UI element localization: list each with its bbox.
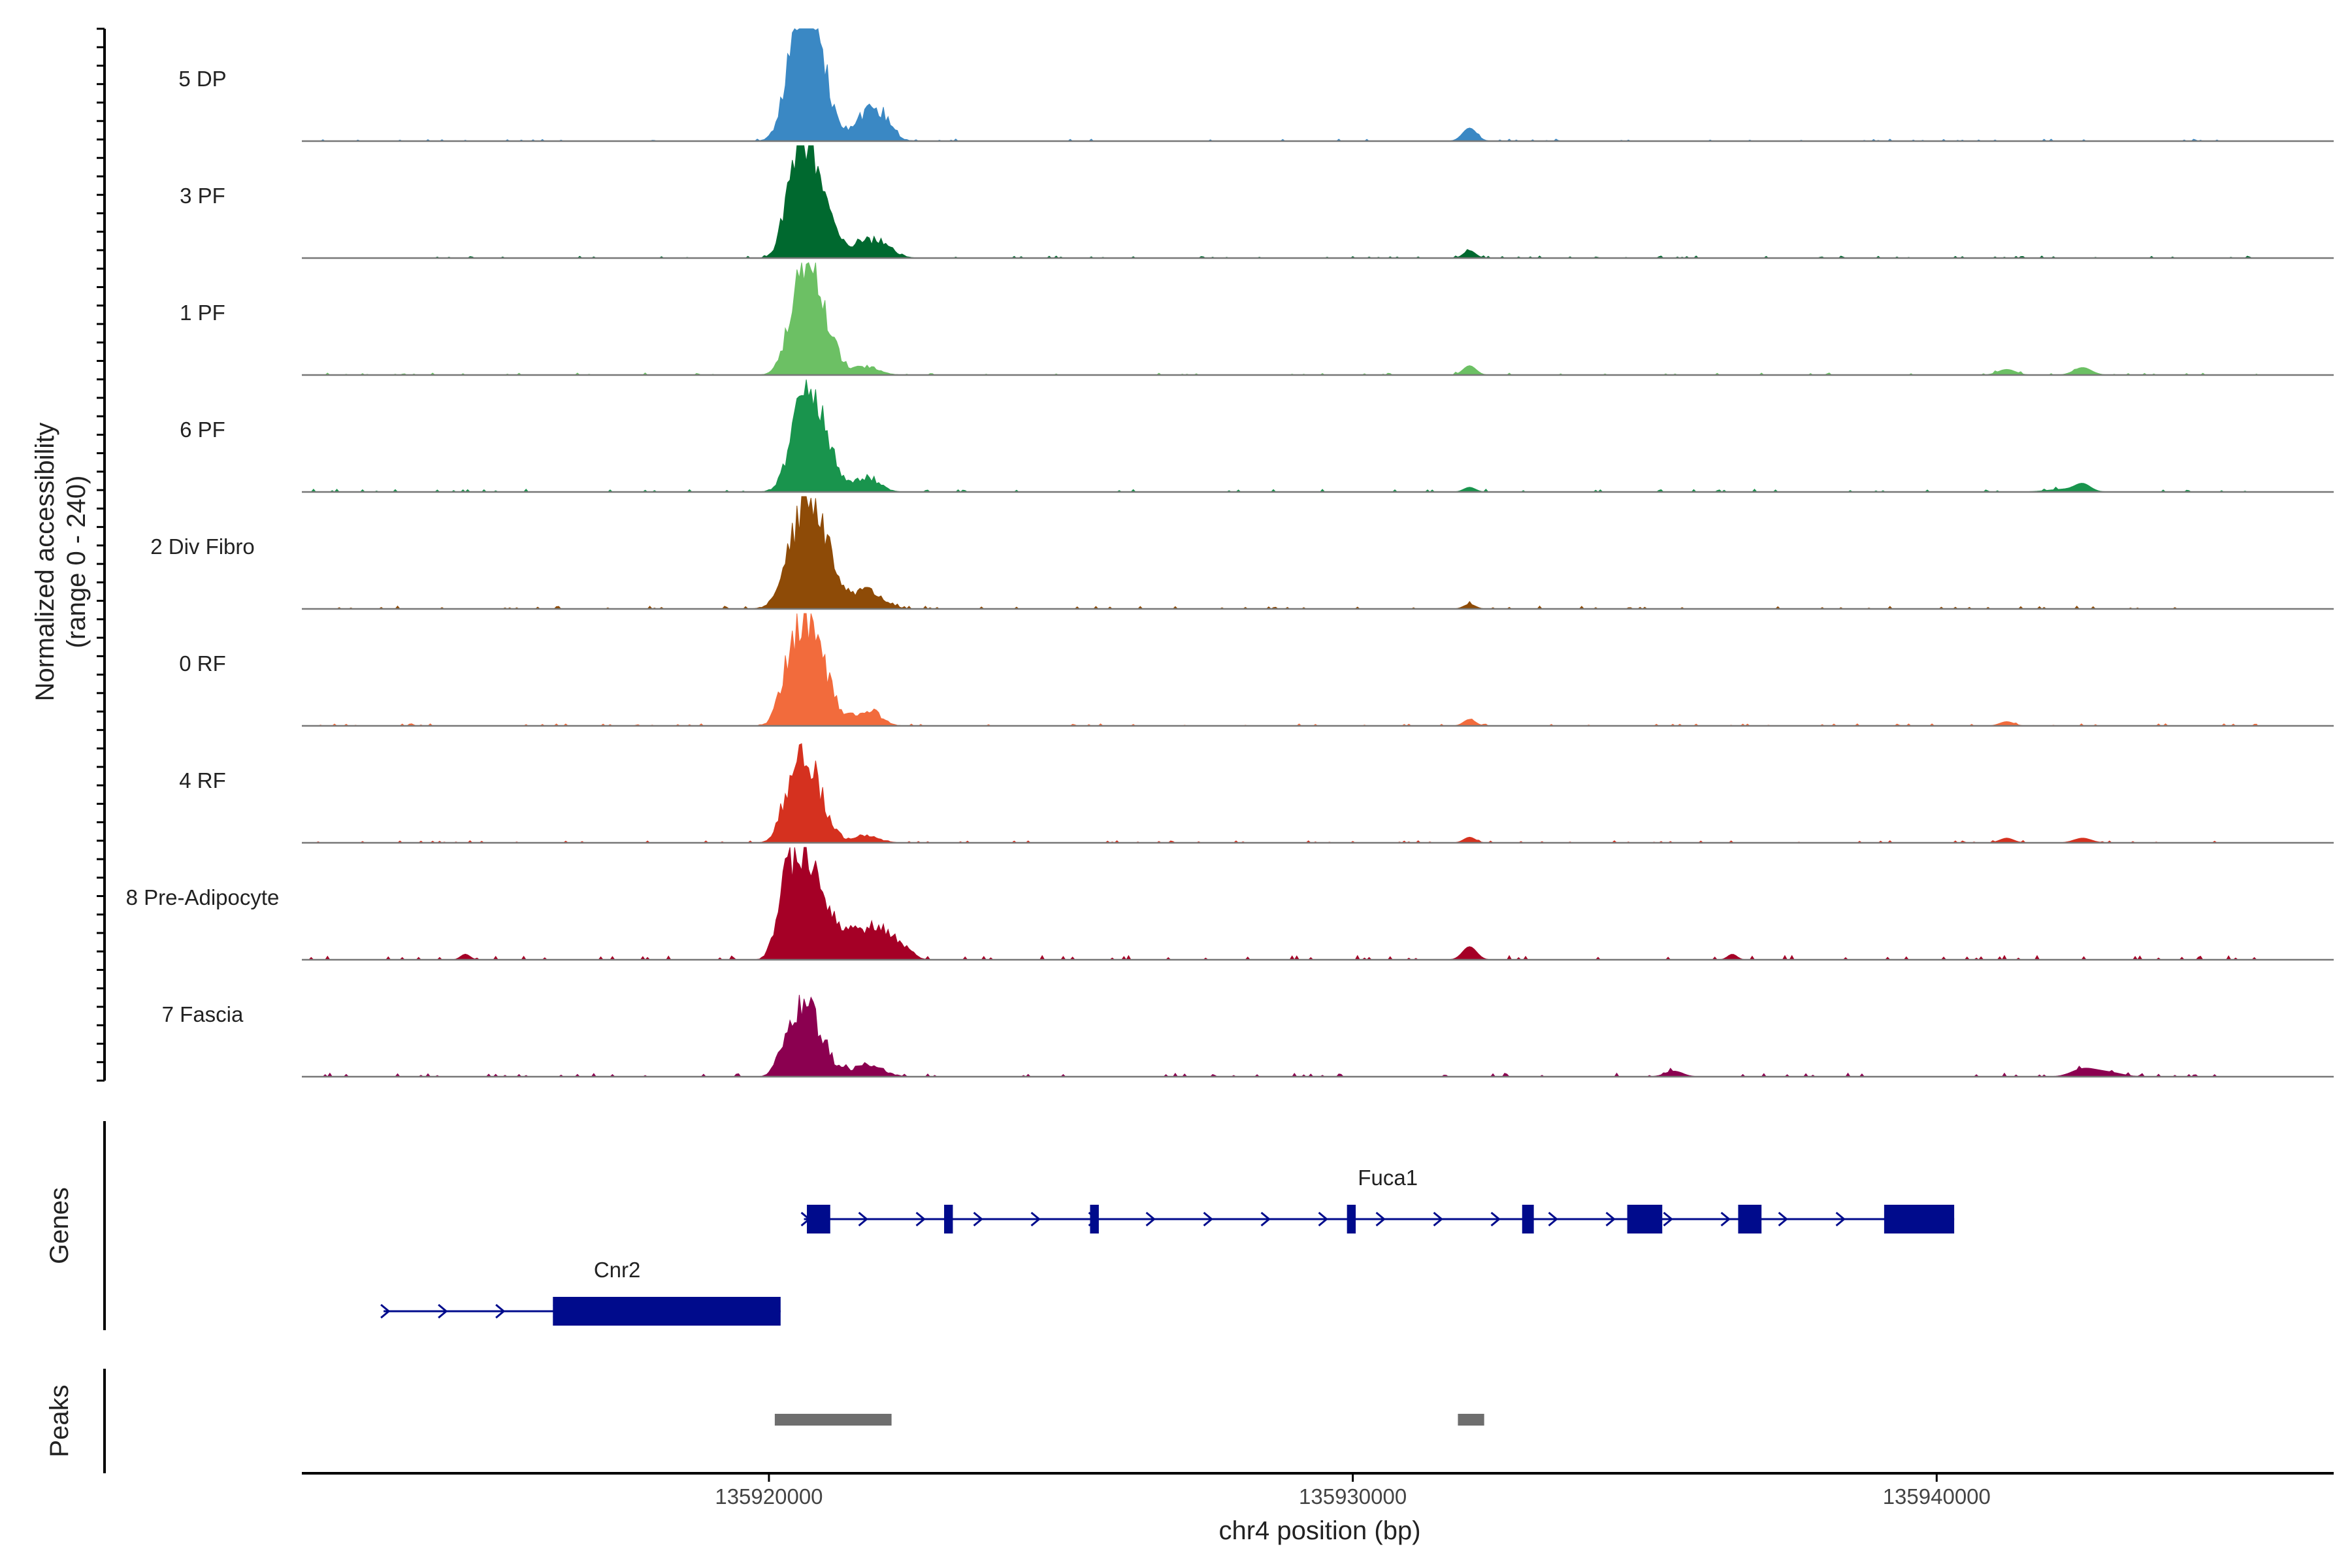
strand-arrow [1203, 1211, 1213, 1227]
gene-name-label: Fuca1 [1358, 1166, 1418, 1190]
exon [807, 1205, 830, 1233]
track-5-dp: 5 DP [178, 28, 2334, 142]
x-tick-label: 135930000 [1299, 1484, 1407, 1509]
track-label: 0 RF [179, 651, 226, 676]
track-0-rf: 0 RF [179, 613, 2334, 727]
strand-arrow [1433, 1211, 1443, 1227]
strand-arrow [915, 1211, 926, 1227]
coverage-area [302, 28, 2258, 142]
x-axis-title: chr4 position (bp) [1218, 1516, 1420, 1545]
coverage-area [302, 743, 2258, 843]
strand-arrow [1778, 1211, 1788, 1227]
coverage-area [302, 994, 2258, 1077]
strand-arrow [1490, 1211, 1501, 1227]
genes-panel-title: Genes [45, 1187, 74, 1264]
coverage-area [302, 145, 2258, 259]
coverage-area [302, 613, 2259, 727]
gene-annotation-track: Fuca1 Cnr2 [380, 1166, 1955, 1326]
strand-arrow [1030, 1211, 1041, 1227]
exon [1090, 1205, 1099, 1233]
strand-arrow [858, 1211, 868, 1227]
track-6-pf: 6 PF [180, 379, 2334, 493]
strand-arrow [1663, 1211, 1673, 1227]
peak-bar [774, 1414, 892, 1426]
peaks-panel-title: Peaks [45, 1384, 74, 1457]
strand-arrow [495, 1303, 506, 1319]
track-label: 8 Pre-Adipocyte [126, 885, 280, 909]
gene-name-label: Cnr2 [594, 1258, 641, 1282]
track-3-pf: 3 PF [180, 145, 2334, 259]
track-label: 6 PF [180, 417, 225, 442]
coverage-area [302, 496, 2258, 610]
track-label: 7 Fascia [162, 1002, 244, 1026]
exon [1347, 1205, 1356, 1233]
peak-track [774, 1414, 1484, 1426]
strand-arrow [1145, 1211, 1156, 1227]
track-label: 1 PF [180, 301, 225, 325]
x-tick-label: 135920000 [715, 1484, 823, 1509]
y-axis-title-line2: (range 0 - 240) [62, 476, 91, 649]
track-8-pre-adipocyte: 8 Pre-Adipocyte [126, 847, 2334, 961]
track-4-rf: 4 RF [179, 743, 2334, 844]
strand-arrow [973, 1211, 983, 1227]
exon [1738, 1205, 1762, 1233]
strand-arrow [1720, 1211, 1731, 1227]
peak-bar [1458, 1414, 1484, 1426]
track-1-pf: 1 PF [180, 262, 2334, 376]
exon [1627, 1205, 1663, 1233]
strand-arrow [438, 1303, 448, 1319]
coverage-area [302, 847, 2258, 960]
x-tick-label: 135940000 [1883, 1484, 1991, 1509]
strand-arrow [1835, 1211, 1846, 1227]
coverage-area [302, 262, 2259, 376]
y-axis-title-line1: Normalized accessibility [31, 423, 59, 702]
track-2-div-fibro: 2 Div Fibro [150, 496, 2334, 610]
track-7-fascia: 7 Fascia [162, 994, 2334, 1078]
strand-arrow [1318, 1211, 1328, 1227]
coverage-y-ticks [97, 27, 105, 1082]
exon [944, 1205, 953, 1233]
coverage-area [302, 379, 2258, 493]
track-label: 3 PF [180, 184, 225, 208]
gene-fuca1: Fuca1 [800, 1166, 1955, 1233]
track-label: 5 DP [178, 67, 226, 91]
gene-cnr2: Cnr2 [380, 1258, 781, 1326]
coverage-tracks: 5 DP 3 PF 1 PF 6 PF 2 Div Fibro 0 RF 4 RF 8 Pre… [126, 28, 2334, 1078]
strand-arrow [1375, 1211, 1386, 1227]
strand-arrow [1260, 1211, 1271, 1227]
strand-arrow [380, 1303, 391, 1319]
track-label: 4 RF [179, 768, 226, 792]
track-label: 2 Div Fibro [150, 534, 255, 559]
exon [553, 1297, 781, 1326]
strand-arrow [1605, 1211, 1616, 1227]
exon [1522, 1205, 1534, 1233]
x-axis-ticks: 135920000 135930000 135940000 [715, 1473, 1991, 1509]
exon [1884, 1205, 1955, 1233]
strand-arrow [1548, 1211, 1558, 1227]
